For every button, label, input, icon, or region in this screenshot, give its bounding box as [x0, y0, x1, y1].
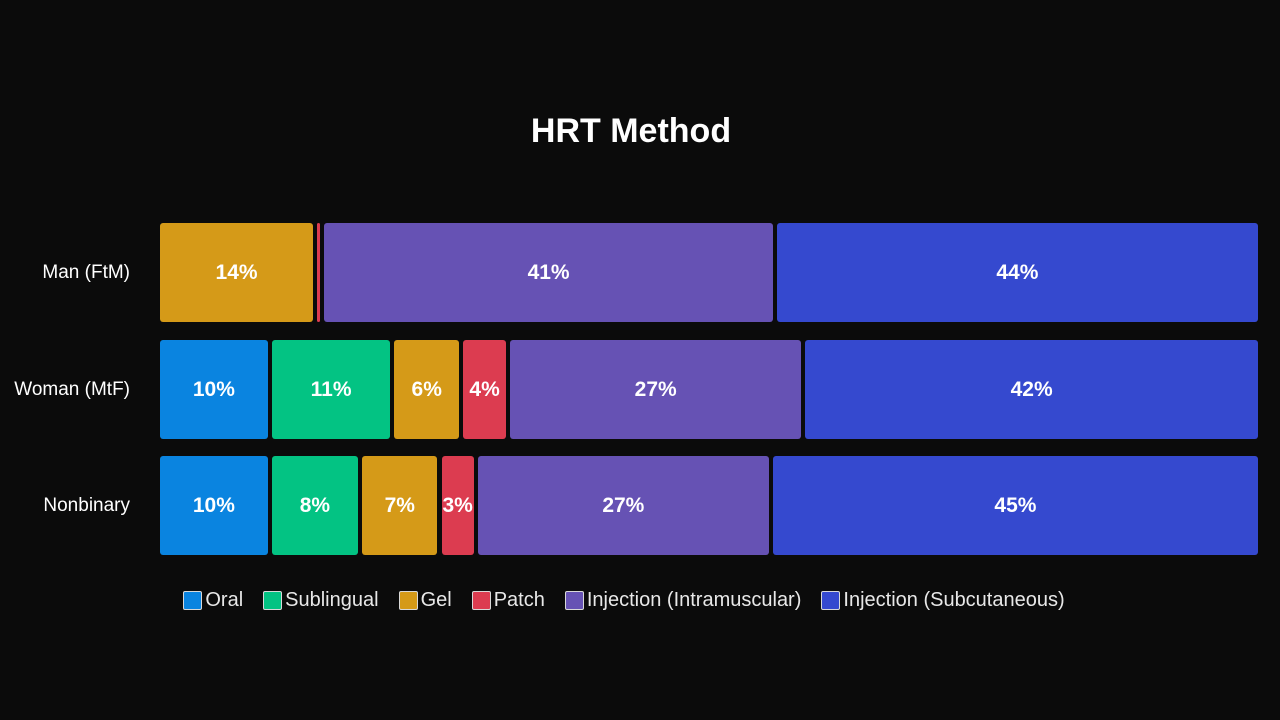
bar-row: 10% 8% 7% 3% 27% 45%	[160, 456, 1258, 555]
data-label: 44%	[996, 260, 1039, 284]
bar-row: 10% 11% 6% 4% 27% 42%	[160, 340, 1258, 439]
legend-swatch	[471, 591, 491, 610]
legend-swatch	[821, 591, 841, 610]
data-label: 6%	[411, 377, 442, 401]
bar-segment: 4%	[463, 340, 507, 439]
bar-segment: 27%	[477, 456, 769, 555]
data-label: 11%	[310, 377, 352, 401]
legend-label: Gel	[420, 589, 452, 611]
bar-row: 14% 41% 44%	[160, 223, 1258, 322]
data-label: 42%	[1010, 377, 1053, 401]
bar-segment: 10%	[160, 340, 268, 439]
legend-label: Injection (Intramuscular)	[586, 589, 802, 611]
bar-segment: 27%	[510, 340, 802, 439]
bar-segment: 6%	[394, 340, 460, 439]
data-label: 10%	[192, 377, 235, 401]
data-label: 41%	[527, 260, 570, 284]
data-label: 3%	[442, 493, 473, 517]
legend-label: Sublingual	[285, 589, 379, 611]
bar-segment: 10%	[160, 456, 268, 555]
legend-swatch	[263, 591, 283, 610]
bar-segment: 41%	[324, 223, 773, 322]
row-label: Nonbinary	[43, 494, 130, 516]
bar-segment	[317, 223, 321, 322]
data-label: 14%	[215, 260, 258, 284]
row-label: Woman (MtF)	[14, 378, 130, 400]
bar-segment: 45%	[772, 456, 1258, 555]
chart-title: HRT Method	[530, 112, 732, 150]
chart-legend: Oral Sublingual Gel Patch Injection (Intramu…	[0, 589, 1248, 612]
legend-label: Injection (Subcutaneous)	[843, 589, 1065, 611]
legend-label: Patch	[493, 589, 545, 611]
bar-segment: 3%	[441, 456, 474, 555]
bar-segment: 44%	[776, 223, 1258, 322]
data-label: 45%	[994, 493, 1037, 517]
data-label: 4%	[469, 377, 500, 401]
legend-swatch	[183, 591, 203, 610]
data-label: 27%	[634, 377, 677, 401]
legend-item: Sublingual	[263, 589, 379, 612]
bar-segment: 7%	[362, 456, 438, 555]
data-label: 27%	[602, 493, 645, 517]
bar-segment: 42%	[805, 340, 1258, 439]
legend-item: Patch	[471, 589, 545, 612]
data-label: 8%	[299, 493, 331, 517]
bar-segment: 11%	[271, 340, 391, 439]
legend-item: Oral	[183, 589, 243, 612]
row-label: Man (FtM)	[42, 261, 130, 283]
data-label: 7%	[384, 493, 415, 517]
legend-item: Injection (Subcutaneous)	[821, 589, 1065, 612]
legend-swatch	[564, 591, 584, 610]
legend-item: Gel	[398, 589, 452, 612]
data-label: 10%	[192, 493, 235, 517]
legend-swatch	[398, 591, 418, 610]
legend-item: Injection (Intramuscular)	[564, 589, 802, 612]
bar-segment: 8%	[271, 456, 359, 555]
legend-label: Oral	[205, 589, 244, 611]
bar-segment: 14%	[160, 223, 314, 322]
